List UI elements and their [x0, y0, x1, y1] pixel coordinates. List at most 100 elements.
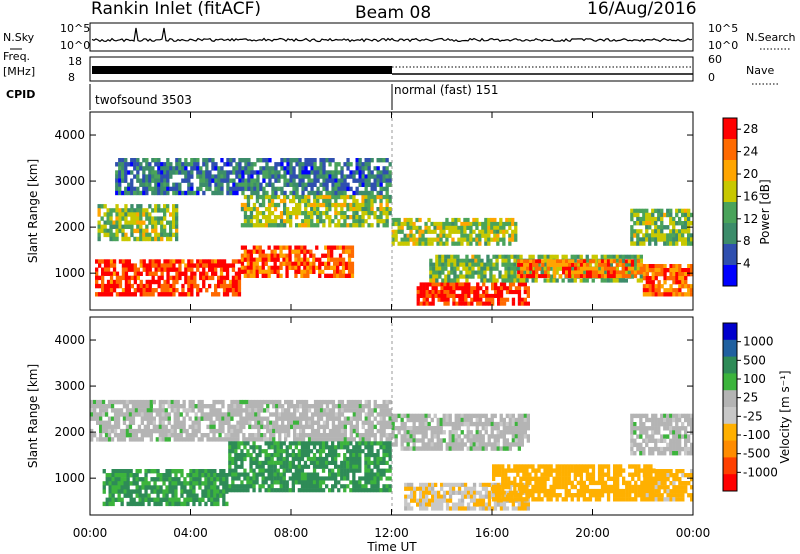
- data-cell: [379, 476, 383, 481]
- data-cell: [226, 158, 230, 163]
- data-cell: [361, 404, 365, 409]
- data-cell: [490, 434, 494, 439]
- data-cell: [391, 434, 395, 439]
- data-cell: [115, 190, 119, 196]
- data-cell: [385, 399, 389, 405]
- data-cell: [511, 430, 515, 435]
- data-cell: [440, 293, 444, 298]
- data-cell: [376, 484, 380, 489]
- data-cell: [234, 449, 238, 454]
- data-cell: [454, 229, 458, 234]
- data-cell: [283, 223, 287, 228]
- data-cell: [666, 237, 670, 242]
- data-cell: [448, 221, 452, 227]
- data-cell: [124, 208, 128, 213]
- data-cell: [334, 162, 338, 167]
- data-cell: [133, 190, 137, 196]
- data-cell: [217, 292, 221, 297]
- data-cell: [391, 417, 395, 423]
- data-cell: [322, 158, 326, 163]
- data-cell: [469, 229, 473, 234]
- data-cell: [424, 417, 428, 423]
- data-cell: [169, 166, 173, 171]
- data-cell: [132, 501, 136, 507]
- data-cell: [306, 464, 311, 469]
- data-cell: [121, 212, 125, 217]
- data-cell: [261, 480, 265, 485]
- data-cell: [279, 441, 283, 446]
- data-cell: [264, 261, 268, 266]
- data-cell: [355, 207, 359, 212]
- data-cell: [115, 208, 119, 213]
- data-cell: [166, 292, 170, 297]
- data-cell: [190, 292, 194, 297]
- data-cell: [190, 186, 194, 192]
- data-cell: [155, 412, 159, 417]
- data-cell: [434, 490, 438, 495]
- data-cell: [101, 275, 105, 281]
- data-cell: [322, 223, 326, 228]
- data-cell: [181, 283, 185, 289]
- data-cell: [172, 170, 176, 175]
- data-cell: [300, 441, 305, 446]
- data-cell: [328, 445, 332, 450]
- data-cell: [258, 445, 262, 450]
- data-cell: [294, 453, 298, 458]
- data-cell: [337, 433, 342, 438]
- data-cell: [108, 493, 112, 498]
- data-cell: [438, 274, 442, 279]
- data-cell: [468, 262, 472, 267]
- data-cell: [337, 404, 342, 409]
- data-cell: [376, 190, 380, 196]
- data-cell: [158, 408, 162, 413]
- data-cell: [139, 166, 143, 171]
- data-cell: [549, 274, 553, 279]
- data-cell: [367, 211, 371, 216]
- data-cell: [307, 437, 312, 442]
- data-cell: [213, 477, 217, 482]
- data-cell: [128, 428, 133, 434]
- data-cell: [293, 416, 297, 421]
- data-cell: [161, 437, 165, 442]
- data-cell: [325, 202, 329, 208]
- data-cell: [136, 190, 140, 196]
- data-cell: [244, 178, 248, 183]
- data-cell: [358, 484, 362, 489]
- data-cell: [121, 271, 126, 276]
- data-cell: [299, 399, 303, 405]
- data-cell: [209, 404, 213, 409]
- data-cell: [192, 497, 196, 502]
- data-cell: [109, 220, 113, 225]
- data-cell: [514, 221, 518, 227]
- data-cell: [657, 208, 661, 214]
- data-cell: [275, 399, 279, 405]
- data-cell: [391, 241, 395, 246]
- data-cell: [267, 215, 272, 220]
- data-cell: [142, 158, 146, 163]
- data-cell: [157, 182, 161, 187]
- data-cell: [304, 412, 309, 417]
- data-cell: [243, 472, 247, 477]
- data-cell: [298, 211, 302, 216]
- data-cell: [477, 270, 481, 275]
- data-cell: [247, 166, 251, 171]
- data-cell: [491, 297, 495, 302]
- data-cell: [303, 453, 308, 458]
- data-cell: [412, 426, 416, 431]
- data-cell: [184, 162, 188, 167]
- data-cell: [288, 253, 292, 258]
- data-cell: [190, 267, 194, 272]
- data-cell: [262, 170, 266, 175]
- data-cell: [451, 438, 455, 443]
- data-cell: [472, 229, 476, 234]
- data-cell: [428, 282, 432, 287]
- data-cell: [424, 241, 428, 246]
- data-cell: [293, 420, 297, 425]
- data-cell: [157, 178, 161, 183]
- data-cell: [285, 265, 289, 270]
- data-cell: [115, 292, 120, 297]
- data-cell: [588, 259, 593, 264]
- data-cell: [422, 494, 426, 499]
- data-cell: [221, 428, 225, 434]
- data-cell: [114, 469, 118, 474]
